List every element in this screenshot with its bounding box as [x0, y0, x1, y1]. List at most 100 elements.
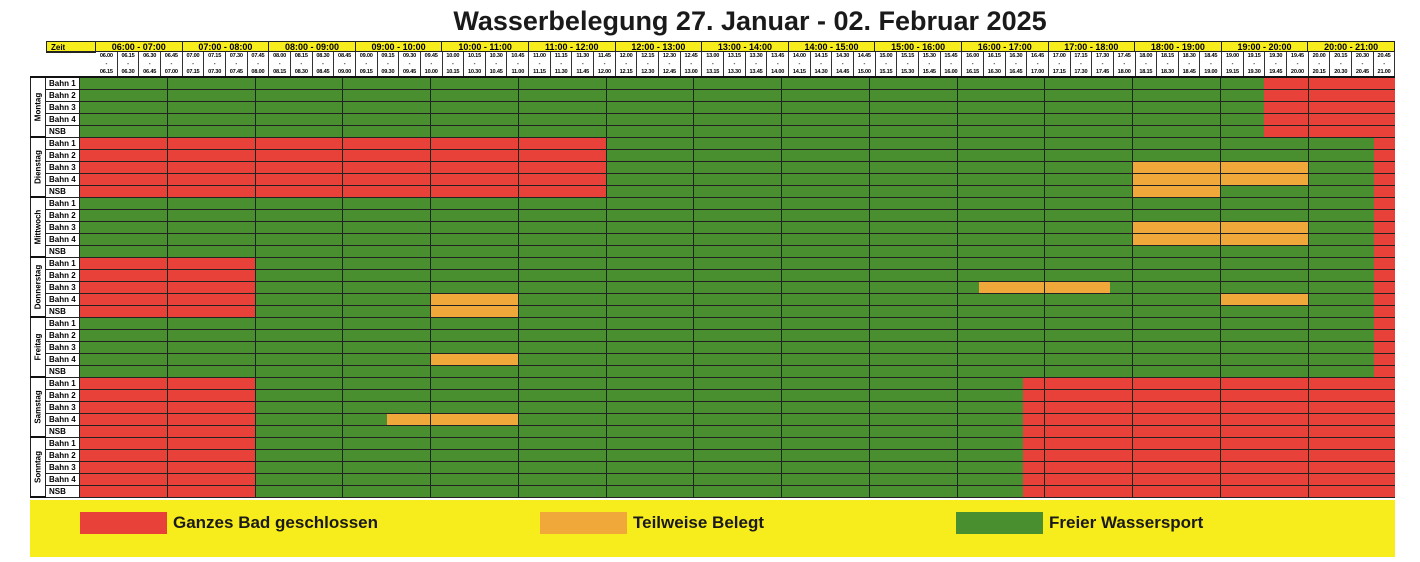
slot-cell [386, 90, 409, 101]
slot-cell [1088, 114, 1111, 125]
slot-cell [1285, 174, 1308, 185]
slot-cell [254, 138, 278, 149]
slot-cell [1044, 138, 1067, 149]
slot-cell [562, 174, 584, 185]
slot-cell [386, 222, 409, 233]
slot-cell [1154, 462, 1177, 473]
slot-cell [671, 294, 694, 305]
slot-cell [1176, 354, 1199, 365]
slot-cell [1351, 294, 1374, 305]
slot-cell [123, 246, 146, 257]
slot-cell [1307, 474, 1331, 485]
slot-cell [145, 282, 167, 293]
slot-cell [979, 378, 1001, 389]
slot-cell [605, 354, 629, 365]
lane-row: Bahn 2 [46, 210, 1396, 222]
slot-cell [825, 258, 848, 269]
slot-cell [847, 258, 869, 269]
slot-cell [1066, 126, 1089, 137]
lane-cells [80, 210, 1396, 221]
slot-cell [825, 294, 848, 305]
lanes: Bahn 1 Bahn 2 Bahn 3 Bahn 4 NSB [46, 78, 1396, 138]
slot-cell [452, 114, 475, 125]
slot-cell [649, 486, 672, 497]
schedule-body: Montag Bahn 1 Bahn 2 Bahn 3 Bahn 4 NSB Diensta… [30, 78, 1396, 498]
slot-start: 08.15 [294, 53, 308, 59]
slot-cell [101, 438, 124, 449]
slot-cell [825, 150, 848, 161]
slot-start: 20.00 [1312, 53, 1326, 59]
slot-cell [1066, 258, 1089, 269]
slot-cell [583, 90, 606, 101]
slot-cell [386, 342, 409, 353]
slot-cell [693, 330, 716, 341]
day-label: Mittwoch [30, 198, 46, 256]
slot-cell [803, 270, 826, 281]
slot-cell [298, 270, 321, 281]
slot-cell [320, 426, 343, 437]
slot-end: 09.15 [359, 69, 373, 75]
slot-cell [1176, 378, 1199, 389]
slot-end: 17.30 [1074, 69, 1088, 75]
slot-end: 16.00 [944, 69, 958, 75]
slot-cell [693, 150, 716, 161]
slot-header: 12.15-12.30 [637, 52, 660, 76]
slot-cell [517, 390, 541, 401]
slot-cell [825, 270, 848, 281]
slot-cell [825, 390, 848, 401]
slot-cell [868, 294, 892, 305]
slot-cell [1264, 246, 1286, 257]
slot-cell [1219, 474, 1243, 485]
slot-cell [1000, 222, 1023, 233]
slot-cell [189, 486, 212, 497]
slot-cell [320, 102, 343, 113]
slot-start: 12.45 [684, 53, 698, 59]
slot-cell [298, 162, 321, 173]
slot-cell [1219, 234, 1243, 245]
slot-cell [715, 150, 738, 161]
slot-cell [913, 162, 935, 173]
slot-cell [540, 354, 563, 365]
slot-cell [496, 426, 518, 437]
slot-cell [1088, 414, 1111, 425]
slot-cell [934, 210, 957, 221]
lane-row: Bahn 1 [46, 258, 1396, 270]
slot-cell [649, 414, 672, 425]
slot-cell [1088, 450, 1111, 461]
slot-cell [101, 258, 124, 269]
slot-cell [386, 258, 409, 269]
slot-cell [1066, 78, 1089, 89]
slot-cell [562, 294, 584, 305]
slot-cell [277, 294, 299, 305]
slot-cell [1066, 246, 1089, 257]
slot-cell [1285, 486, 1308, 497]
slot-cell [693, 402, 716, 413]
slot-cell [803, 378, 826, 389]
slot-cell [825, 330, 848, 341]
lane-cells [80, 354, 1396, 365]
slot-cell [1110, 150, 1132, 161]
slot-cell [1110, 462, 1132, 473]
slot-cell [342, 354, 365, 365]
slot-cell [1307, 258, 1331, 269]
slot-cell [1154, 342, 1177, 353]
slot-cell [298, 246, 321, 257]
slot-cell [847, 486, 869, 497]
slot-cell [583, 318, 606, 329]
slot-cell [342, 294, 365, 305]
slot-cell [430, 222, 453, 233]
slot-cell [562, 150, 584, 161]
slot-dash: - [1361, 61, 1364, 67]
slot-cell [583, 450, 606, 461]
slot-cell [1000, 402, 1023, 413]
slot-cell [781, 102, 804, 113]
slot-cell [847, 78, 869, 89]
slot-cell [474, 210, 497, 221]
lane-cells [80, 102, 1396, 113]
slot-start: 20.45 [1377, 53, 1391, 59]
slot-header: 18.30-18.45 [1179, 52, 1201, 76]
hour-header: 12:00 - 13:00 [615, 41, 703, 52]
slot-cell [496, 102, 518, 113]
lane-cells [80, 378, 1396, 389]
slot-header: 13.30-13.45 [746, 52, 768, 76]
